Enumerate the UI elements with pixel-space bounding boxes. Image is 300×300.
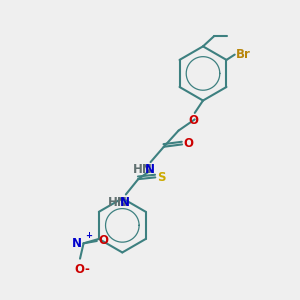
Text: O: O bbox=[184, 137, 194, 150]
Text: HN: HN bbox=[132, 163, 152, 176]
Text: -: - bbox=[85, 263, 90, 276]
Text: HN: HN bbox=[108, 196, 127, 208]
Text: +: + bbox=[85, 231, 92, 240]
Text: Br: Br bbox=[236, 47, 251, 61]
Text: O: O bbox=[74, 263, 84, 276]
Text: N: N bbox=[144, 163, 154, 176]
Text: N: N bbox=[72, 237, 82, 250]
Text: O: O bbox=[189, 114, 199, 127]
Text: N: N bbox=[120, 196, 130, 208]
Text: O: O bbox=[99, 235, 109, 248]
Text: S: S bbox=[157, 171, 166, 184]
